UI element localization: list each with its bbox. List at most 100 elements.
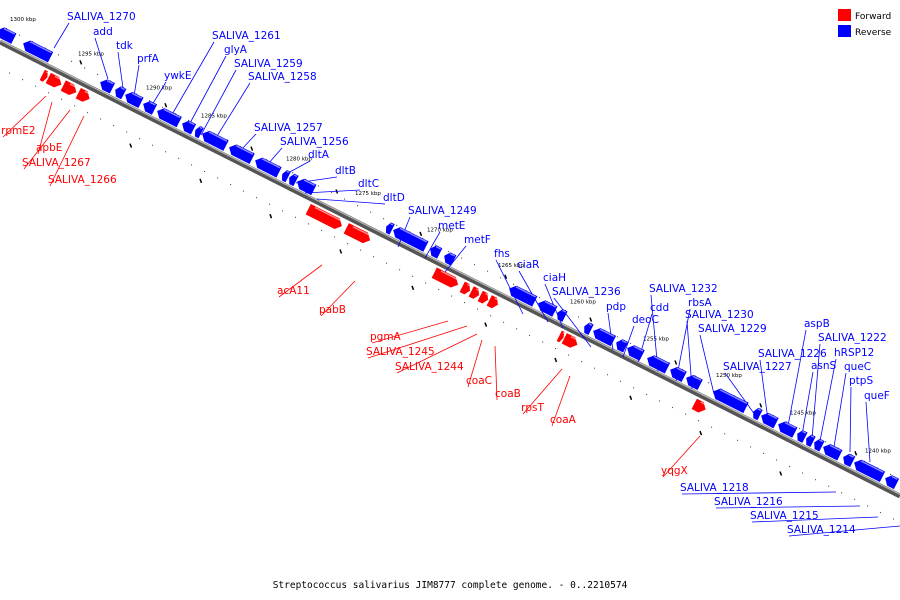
gene-label-yqgx[interactable]: yqgX [661,465,688,477]
gene-label-hrsp12[interactable]: hRSP12 [834,347,874,359]
gene-label-saliva-1257[interactable]: SALIVA_1257 [254,122,323,134]
gene-glyph-saliva-1267[interactable] [60,80,78,97]
gene-glyph-pabb[interactable] [343,223,372,246]
gene-label-saliva-1227[interactable]: SALIVA_1227 [723,361,792,373]
gene-glyph-ciah[interactable] [555,308,568,322]
gene-glyph-saliva-1236[interactable] [582,322,594,335]
gene-label-saliva-1256[interactable]: SALIVA_1256 [280,136,349,148]
gene-glyph-saliva-1244[interactable] [468,286,481,300]
gene-glyph-saliva-1218[interactable] [883,473,900,490]
gene-label-ciar[interactable]: ciaR [517,259,539,271]
gene-label-dltd[interactable]: dltD [383,192,405,204]
gene-label-asns[interactable]: asnS [811,360,837,372]
gene-glyph-saliva-1230[interactable] [684,373,703,391]
gene-glyph-tdk[interactable] [113,85,127,100]
gene-glyph-saliva-1227[interactable] [751,407,763,421]
gene-label-saliva-1244[interactable]: SALIVA_1244 [395,361,464,373]
gene-label-prfa[interactable]: prfA [137,53,160,65]
gene-glyph-saliva-1261[interactable] [155,106,182,128]
gene-glyph-rpst[interactable] [556,330,566,343]
gene-label-deoc[interactable]: deoC [632,314,659,326]
gene-glyph-saliva-1222[interactable] [804,434,816,447]
gene-label-coac[interactable]: coaC [466,375,492,387]
gene-label-coab[interactable]: coaB [495,388,521,400]
gene-glyph-rpme2[interactable] [39,69,49,82]
gene-glyph-cdd[interactable] [625,343,645,361]
gene-glyph-prfa[interactable] [123,90,144,108]
gene-glyph-saliva-1256[interactable] [253,156,282,178]
gene-glyph-apbe[interactable] [45,72,63,89]
gene-label-pabb[interactable]: pabB [319,304,346,316]
gene-label-saliva-1259[interactable]: SALIVA_1259 [234,58,303,70]
gene-label-tdk[interactable]: tdk [116,40,134,52]
gene-glyph-saliva-1257[interactable] [227,143,255,165]
gene-glyph-saliva-1270[interactable] [21,39,54,63]
gene-label-saliva-1245[interactable]: SALIVA_1245 [366,346,435,358]
gene-glyph-saliva-1232[interactable] [645,353,671,374]
gene-glyph-saliva-1226[interactable] [759,411,779,429]
gene-label-apbe[interactable]: apbE [36,142,62,154]
gene-glyph-ciar[interactable] [536,298,558,317]
gene-label-saliva-1236[interactable]: SALIVA_1236 [552,286,621,298]
gene-glyph-glya[interactable] [180,119,197,135]
gene-label-saliva-1230[interactable]: SALIVA_1230 [685,309,754,321]
gene-glyph-saliva-1229[interactable] [711,387,749,414]
gene-glyph-deoc[interactable] [614,338,629,353]
gene-glyph-saliva-1216[interactable] [0,26,17,44]
gene-label-aca11[interactable]: acA11 [277,285,310,297]
gene-glyph-yqgx[interactable] [691,398,708,414]
gene-label-mete[interactable]: metE [438,220,465,232]
gene-glyph-coaa[interactable] [561,333,579,350]
gene-glyph-quef[interactable] [852,458,886,482]
gene-glyph-mete[interactable] [428,244,443,259]
gene-label-ciah[interactable]: ciaH [543,272,566,284]
gene-label-pgma[interactable]: pgmA [370,331,402,343]
gene-glyph-fhs[interactable] [507,284,538,307]
gene-glyph-coab[interactable] [486,295,500,310]
gene-label-glya[interactable]: glyA [224,44,248,56]
gene-label-ptps[interactable]: ptpS [849,375,873,387]
gene-glyph-aca11[interactable] [305,203,344,230]
gene-glyph-coac[interactable] [477,290,490,304]
gene-glyph-quec[interactable] [821,442,843,461]
gene-label-saliva-1214[interactable]: SALIVA_1214 [787,524,856,536]
gene-label-dltc[interactable]: dltC [358,178,379,190]
gene-label-ywke[interactable]: ywkE [164,70,192,82]
gene-glyph-dlta[interactable] [280,169,291,183]
gene-label-quec[interactable]: queC [844,361,871,373]
gene-label-dlta[interactable]: dltA [308,149,330,161]
gene-glyph-ptps[interactable] [841,452,856,467]
gene-label-rpst[interactable]: rpsT [521,402,544,414]
gene-label-fhs[interactable]: fhs [494,248,510,260]
gene-label-saliva-1216[interactable]: SALIVA_1216 [714,496,783,508]
gene-label-saliva-1218[interactable]: SALIVA_1218 [680,482,749,494]
gene-label-saliva-1232[interactable]: SALIVA_1232 [649,283,718,295]
gene-glyph-saliva-1245[interactable] [459,281,472,295]
gene-glyph-saliva-1266[interactable] [75,87,92,103]
gene-glyph-pgma[interactable] [431,267,460,290]
gene-glyph-saliva-1258[interactable] [200,129,229,151]
gene-label-saliva-1222[interactable]: SALIVA_1222 [818,332,887,344]
gene-label-saliva-1258[interactable]: SALIVA_1258 [248,71,317,83]
gene-glyph-saliva-1249[interactable] [391,225,429,252]
gene-label-rpme2[interactable]: rpmE2 [1,125,36,137]
gene-glyph-metf[interactable] [442,251,457,266]
gene-label-aspb[interactable]: aspB [804,318,830,330]
gene-label-coaa[interactable]: coaA [550,414,577,426]
gene-label-saliva-1267[interactable]: SALIVA_1267 [22,157,91,169]
gene-glyph-aspb[interactable] [776,419,798,438]
gene-label-saliva-1249[interactable]: SALIVA_1249 [408,205,477,217]
gene-glyph-asns[interactable] [795,429,808,443]
gene-label-rbsa[interactable]: rbsA [688,297,712,309]
gene-glyph-dltb[interactable] [287,173,299,187]
gene-glyph-hrsp12[interactable] [812,438,825,452]
gene-label-add[interactable]: add [93,26,113,38]
gene-glyph-ywke[interactable] [141,99,158,115]
gene-label-metf[interactable]: metF [464,234,491,246]
gene-label-saliva-1229[interactable]: SALIVA_1229 [698,323,767,335]
gene-glyph-dltc[interactable] [295,177,317,196]
gene-label-saliva-1215[interactable]: SALIVA_1215 [750,510,819,522]
gene-label-saliva-1261[interactable]: SALIVA_1261 [212,30,281,42]
gene-label-cdd[interactable]: cdd [650,302,669,314]
gene-label-dltb[interactable]: dltB [335,165,356,177]
